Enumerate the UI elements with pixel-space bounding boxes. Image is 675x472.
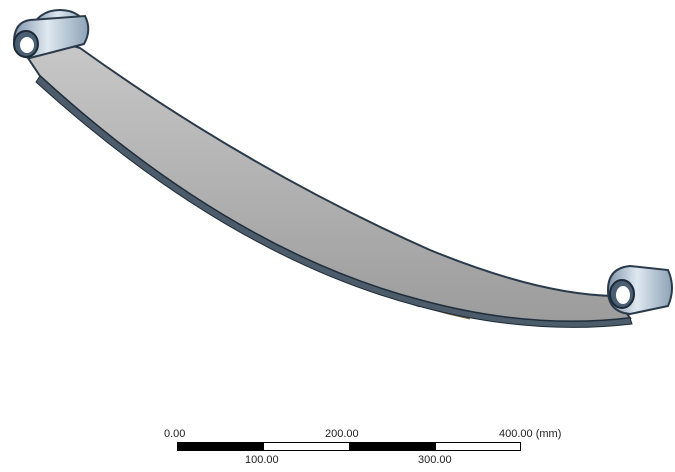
main-leaf[interactable] <box>26 44 632 323</box>
left-eye-bushing[interactable] <box>12 9 90 60</box>
right-eye-bushing[interactable] <box>606 264 673 316</box>
main-leaf-edge <box>35 75 633 328</box>
